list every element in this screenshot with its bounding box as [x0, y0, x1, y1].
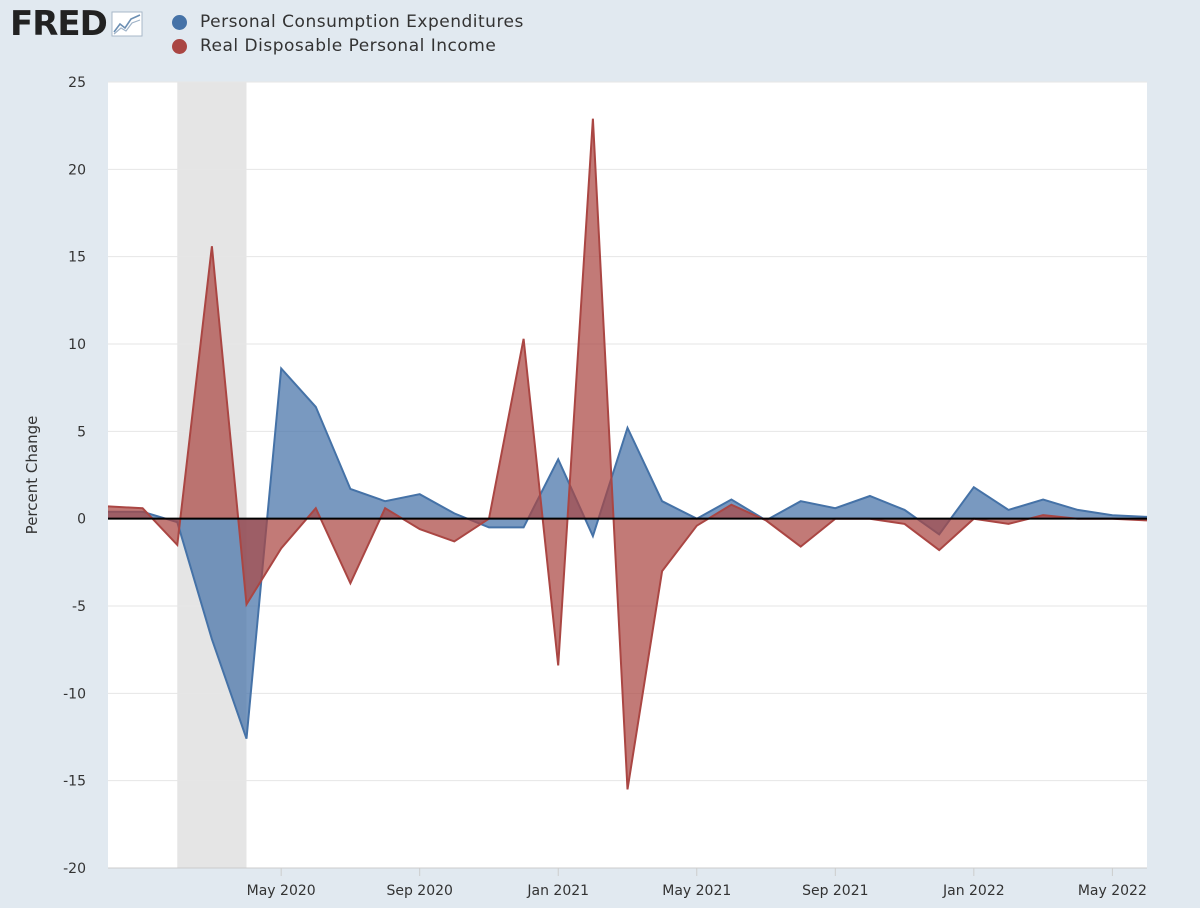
- y-tick-label: 25: [68, 75, 86, 91]
- x-tick-label: May 2022: [1078, 883, 1147, 899]
- pce-area-series-line: [108, 366, 1148, 740]
- legend-label: Real Disposable Personal Income: [200, 36, 497, 56]
- legend-item-pce[interactable]: Personal Consumption Expenditures: [172, 10, 524, 34]
- x-tick-label: May 2020: [247, 883, 316, 899]
- legend-label: Personal Consumption Expenditures: [200, 12, 524, 32]
- y-tick-label: -10: [63, 686, 86, 702]
- line-graph-icon: [111, 11, 143, 37]
- y-tick-label: 10: [68, 337, 86, 353]
- x-tick-label: Jan 2022: [942, 883, 1005, 899]
- x-tick-label: Sep 2021: [802, 883, 868, 899]
- fred-logo-text: FRED: [10, 4, 108, 44]
- pce-area-series-fill: [108, 368, 1147, 739]
- y-axis-title: Percent Change: [23, 416, 41, 535]
- y-tick-label: -5: [72, 599, 86, 615]
- y-tick-label: -20: [63, 861, 86, 877]
- legend-item-rdpi[interactable]: Real Disposable Personal Income: [172, 34, 524, 58]
- legend: Personal Consumption Expenditures Real D…: [172, 10, 524, 58]
- x-tick-label: Sep 2020: [386, 883, 452, 899]
- y-tick-label: 20: [68, 162, 86, 178]
- rdpi-area-series-fill: [108, 118, 1147, 790]
- x-tick-label: Jan 2021: [526, 883, 589, 899]
- x-tick-label: May 2021: [662, 883, 731, 899]
- series-marker-icon: [172, 38, 187, 54]
- y-tick-label: -15: [63, 774, 86, 790]
- series-marker-icon: [172, 14, 187, 30]
- y-tick-label: 15: [68, 250, 86, 266]
- y-tick-label: 5: [77, 424, 86, 440]
- fred-logo[interactable]: FRED: [10, 4, 143, 44]
- y-tick-label: 0: [77, 512, 86, 528]
